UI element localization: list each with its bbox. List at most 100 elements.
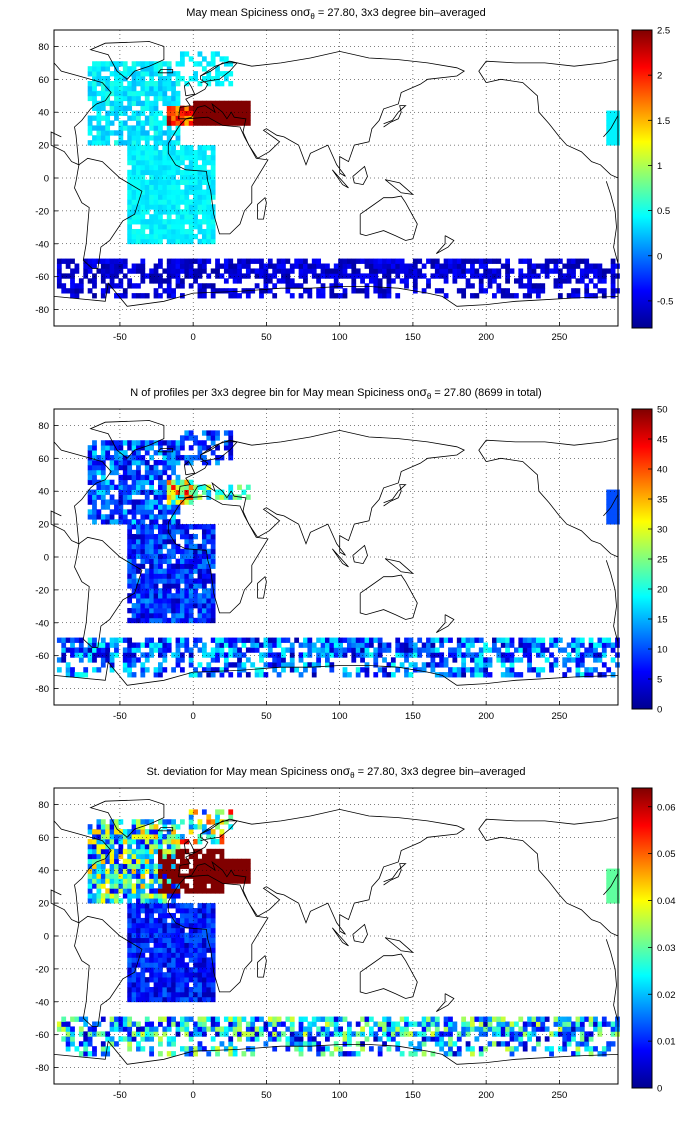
- heatmap-cell: [228, 263, 234, 269]
- heatmap-cell: [575, 1041, 581, 1047]
- heatmap-cell: [434, 637, 440, 643]
- y-tick-label: -20: [35, 585, 49, 596]
- heatmap-cell: [496, 1016, 502, 1022]
- heatmap-cell: [606, 898, 612, 904]
- heatmap-cell: [140, 214, 146, 220]
- heatmap-cell: [364, 642, 370, 648]
- heatmap-cell: [377, 642, 383, 648]
- heatmap-cell: [193, 174, 198, 181]
- heatmap-cell: [105, 504, 111, 510]
- heatmap-cell: [87, 878, 93, 884]
- heatmap-cell: [193, 194, 198, 200]
- heatmap-cell: [166, 607, 172, 614]
- heatmap-cell: [377, 1036, 383, 1042]
- coastline: [257, 575, 267, 599]
- heatmap-cell: [171, 194, 176, 200]
- heatmap-cell: [158, 647, 163, 653]
- heatmap-cell: [215, 858, 220, 865]
- heatmap-cell: [140, 66, 146, 72]
- heatmap-cell: [127, 95, 133, 102]
- heatmap-cell: [267, 1016, 273, 1022]
- heatmap-cell: [114, 1021, 119, 1027]
- heatmap-cell: [478, 1021, 484, 1027]
- heatmap-cell: [193, 967, 198, 973]
- heatmap-cell: [179, 563, 185, 569]
- heatmap-cell: [360, 273, 365, 279]
- y-tick-label: 0: [44, 553, 49, 564]
- heatmap-cell: [210, 957, 216, 963]
- heatmap-cell: [158, 563, 163, 569]
- heatmap-cell: [131, 130, 137, 136]
- coastline: [89, 420, 165, 459]
- heatmap-cell: [100, 637, 106, 643]
- heatmap-cell: [505, 642, 510, 648]
- heatmap-cell: [188, 150, 194, 156]
- heatmap-cell: [118, 293, 124, 299]
- heatmap-cell: [136, 917, 141, 924]
- heatmap-cell: [175, 927, 181, 934]
- heatmap-cell: [122, 66, 128, 72]
- heatmap-cell: [179, 883, 185, 889]
- heatmap-cell: [276, 1031, 282, 1037]
- heatmap-cell: [575, 1016, 581, 1022]
- heatmap-cell: [149, 922, 155, 929]
- heatmap-cell: [61, 258, 67, 264]
- heatmap-cell: [131, 90, 137, 97]
- heatmap-cell: [127, 1031, 133, 1037]
- heatmap-cell: [615, 504, 620, 510]
- heatmap-cell: [522, 273, 528, 279]
- heatmap-cell: [197, 957, 203, 963]
- heatmap-cell: [166, 1021, 172, 1027]
- heatmap-cell: [571, 1021, 576, 1027]
- heatmap-cell: [162, 209, 168, 215]
- heatmap-cell: [228, 258, 234, 264]
- heatmap-cell: [127, 996, 133, 1003]
- heatmap-cell: [206, 957, 212, 963]
- heatmap-cell: [206, 603, 212, 609]
- heatmap-cell: [149, 843, 155, 850]
- heatmap-cell: [166, 169, 172, 176]
- heatmap-cell: [144, 908, 150, 914]
- heatmap-cell: [96, 464, 102, 471]
- heatmap-cell: [56, 1026, 62, 1032]
- heatmap-cell: [193, 908, 198, 914]
- heatmap-cell: [179, 150, 185, 156]
- heatmap-cell: [100, 898, 106, 904]
- heatmap-cell: [193, 1021, 198, 1027]
- heatmap-cell: [201, 164, 207, 171]
- heatmap-cell: [346, 1036, 352, 1042]
- heatmap-cell: [593, 1016, 598, 1022]
- heatmap-cell: [206, 169, 212, 176]
- heatmap-cell: [131, 228, 137, 235]
- heatmap-cell: [179, 603, 185, 609]
- heatmap-cell: [162, 529, 168, 535]
- heatmap-cell: [118, 883, 124, 889]
- heatmap-cell: [175, 991, 181, 998]
- heatmap-cell: [540, 652, 546, 658]
- heatmap-cell: [109, 85, 115, 92]
- heatmap-cell: [162, 184, 168, 190]
- heatmap-cell: [272, 273, 278, 279]
- heatmap-cell: [245, 258, 251, 264]
- heatmap-cell: [144, 194, 150, 200]
- heatmap-cell: [201, 154, 207, 161]
- heatmap-cell: [153, 489, 159, 495]
- heatmap-cell: [245, 858, 251, 865]
- heatmap-cell: [87, 1051, 93, 1057]
- heatmap-cell: [544, 1016, 550, 1022]
- heatmap-cell: [527, 657, 532, 663]
- heatmap-cell: [100, 450, 106, 456]
- heatmap-cell: [158, 593, 163, 599]
- heatmap-cell: [158, 209, 163, 215]
- heatmap-cell: [245, 484, 251, 490]
- heatmap-cell: [201, 598, 207, 604]
- heatmap-cell: [171, 917, 176, 924]
- heatmap-cell: [250, 1031, 256, 1037]
- heatmap-cell: [215, 115, 220, 121]
- heatmap-cell: [175, 194, 181, 200]
- heatmap-cell: [153, 519, 159, 525]
- heatmap-cell: [96, 76, 102, 82]
- heatmap-cell: [162, 519, 168, 525]
- heatmap-cell: [219, 489, 225, 495]
- heatmap-cell: [456, 1051, 462, 1057]
